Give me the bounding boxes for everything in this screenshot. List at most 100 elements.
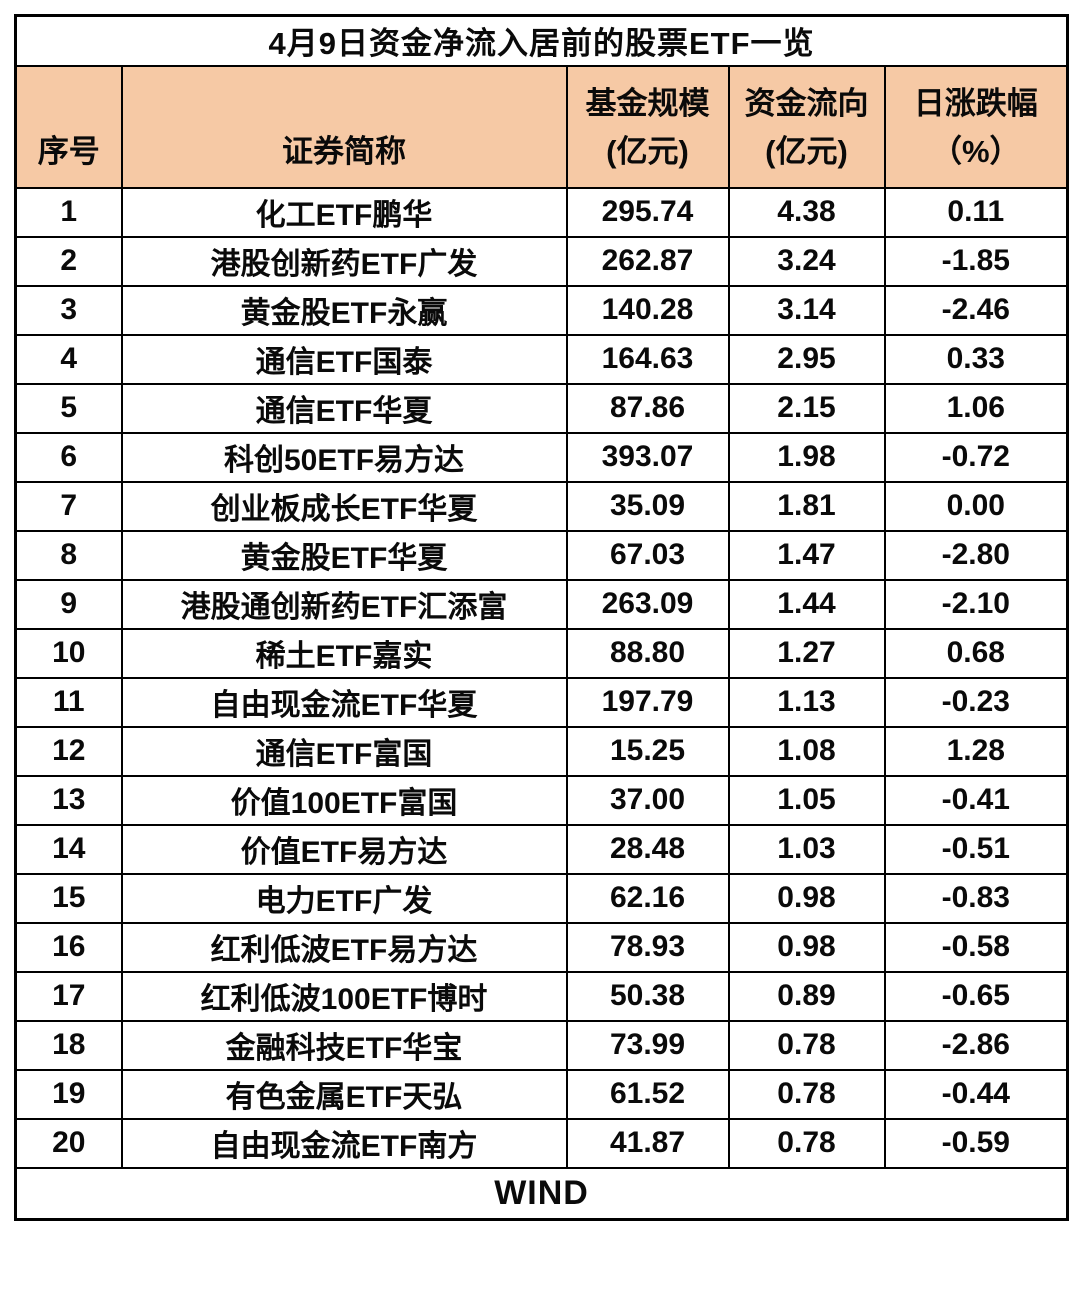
fund-scale: 295.74 [565, 186, 730, 238]
fund-flow: 3.24 [727, 235, 886, 287]
fund-flow: 0.78 [727, 1068, 886, 1120]
security-name: 价值100ETF富国 [120, 774, 568, 826]
row-no: 16 [14, 921, 123, 973]
security-name: 稀土ETF嘉实 [120, 627, 568, 679]
table-row: 1 化工ETF鹏华 295.74 4.38 0.11 [14, 186, 1069, 238]
row-no: 8 [14, 529, 123, 581]
table-title-row: 4月9日资金净流入居前的股票ETF一览 [14, 14, 1069, 67]
fund-flow: 1.13 [727, 676, 886, 728]
fund-scale: 197.79 [565, 676, 730, 728]
security-name: 化工ETF鹏华 [120, 186, 568, 238]
table-row: 4 通信ETF国泰 164.63 2.95 0.33 [14, 333, 1069, 385]
table-row: 12 通信ETF富国 15.25 1.08 1.28 [14, 725, 1069, 777]
table-row: 8 黄金股ETF华夏 67.03 1.47 -2.80 [14, 529, 1069, 581]
fund-flow: 0.98 [727, 872, 886, 924]
fund-scale: 28.48 [565, 823, 730, 875]
table-row: 15 电力ETF广发 62.16 0.98 -0.83 [14, 872, 1069, 924]
col-header-daily-change-line1: 日涨跌幅 [913, 86, 1038, 122]
row-no: 11 [14, 676, 123, 728]
daily-change: -2.46 [883, 284, 1069, 336]
row-no: 3 [14, 284, 123, 336]
security-name: 通信ETF富国 [120, 725, 568, 777]
daily-change: 0.00 [883, 480, 1069, 532]
table-row: 17 红利低波100ETF博时 50.38 0.89 -0.65 [14, 970, 1069, 1022]
row-no: 17 [14, 970, 123, 1022]
col-header-fund-flow: 资金流向 (亿元) [727, 64, 886, 189]
row-no: 2 [14, 235, 123, 287]
fund-flow: 2.95 [727, 333, 886, 385]
fund-scale: 87.86 [565, 382, 730, 434]
col-header-fund-scale-line1: 基金规模 [585, 86, 710, 122]
security-name: 价值ETF易方达 [120, 823, 568, 875]
security-name: 金融科技ETF华宝 [120, 1019, 568, 1071]
fund-flow: 0.78 [727, 1117, 886, 1169]
fund-flow: 0.89 [727, 970, 886, 1022]
fund-scale: 88.80 [565, 627, 730, 679]
security-name: 港股创新药ETF广发 [120, 235, 568, 287]
security-name: 红利低波ETF易方达 [120, 921, 568, 973]
security-name: 通信ETF国泰 [120, 333, 568, 385]
row-no: 20 [14, 1117, 123, 1169]
fund-scale: 41.87 [565, 1117, 730, 1169]
row-no: 13 [14, 774, 123, 826]
table-row: 5 通信ETF华夏 87.86 2.15 1.06 [14, 382, 1069, 434]
fund-flow: 0.78 [727, 1019, 886, 1071]
security-name: 自由现金流ETF南方 [120, 1117, 568, 1169]
table-row: 20 自由现金流ETF南方 41.87 0.78 -0.59 [14, 1117, 1069, 1169]
fund-flow: 2.15 [727, 382, 886, 434]
fund-scale: 15.25 [565, 725, 730, 777]
row-no: 9 [14, 578, 123, 630]
fund-flow: 1.08 [727, 725, 886, 777]
security-name: 红利低波100ETF博时 [120, 970, 568, 1022]
daily-change: -2.10 [883, 578, 1069, 630]
fund-flow: 1.81 [727, 480, 886, 532]
daily-change: 1.06 [883, 382, 1069, 434]
table-title: 4月9日资金净流入居前的股票ETF一览 [14, 14, 1069, 67]
fund-scale: 73.99 [565, 1019, 730, 1071]
security-name: 科创50ETF易方达 [120, 431, 568, 483]
daily-change: -0.59 [883, 1117, 1069, 1169]
fund-scale: 61.52 [565, 1068, 730, 1120]
daily-change: 1.28 [883, 725, 1069, 777]
row-no: 19 [14, 1068, 123, 1120]
table-row: 16 红利低波ETF易方达 78.93 0.98 -0.58 [14, 921, 1069, 973]
fund-scale: 263.09 [565, 578, 730, 630]
daily-change: -0.83 [883, 872, 1069, 924]
table-header-row: 序号 证券简称 基金规模 (亿元) 资金流向 (亿元) 日涨跌幅 （%） [14, 64, 1069, 189]
table-row: 2 港股创新药ETF广发 262.87 3.24 -1.85 [14, 235, 1069, 287]
col-header-no: 序号 [14, 64, 123, 189]
table-row: 3 黄金股ETF永赢 140.28 3.14 -2.46 [14, 284, 1069, 336]
security-name: 电力ETF广发 [120, 872, 568, 924]
table-row: 13 价值100ETF富国 37.00 1.05 -0.41 [14, 774, 1069, 826]
row-no: 6 [14, 431, 123, 483]
row-no: 1 [14, 186, 123, 238]
table-row: 10 稀土ETF嘉实 88.80 1.27 0.68 [14, 627, 1069, 679]
fund-scale: 164.63 [565, 333, 730, 385]
daily-change: -0.65 [883, 970, 1069, 1022]
col-header-fund-flow-line2: (亿元) [765, 134, 848, 170]
table-row: 19 有色金属ETF天弘 61.52 0.78 -0.44 [14, 1068, 1069, 1120]
daily-change: -2.80 [883, 529, 1069, 581]
row-no: 10 [14, 627, 123, 679]
table-row: 14 价值ETF易方达 28.48 1.03 -0.51 [14, 823, 1069, 875]
fund-scale: 50.38 [565, 970, 730, 1022]
fund-scale: 262.87 [565, 235, 730, 287]
col-header-fund-scale: 基金规模 (亿元) [565, 64, 730, 189]
fund-flow: 1.44 [727, 578, 886, 630]
fund-scale: 140.28 [565, 284, 730, 336]
daily-change: -2.86 [883, 1019, 1069, 1071]
table-row: 18 金融科技ETF华宝 73.99 0.78 -2.86 [14, 1019, 1069, 1071]
etf-net-inflow-table: 4月9日资金净流入居前的股票ETF一览 序号 证券简称 基金规模 (亿元) 资金… [14, 14, 1070, 1221]
daily-change: -0.58 [883, 921, 1069, 973]
row-no: 12 [14, 725, 123, 777]
col-header-fund-scale-line2: (亿元) [606, 134, 689, 170]
fund-flow: 0.98 [727, 921, 886, 973]
row-no: 15 [14, 872, 123, 924]
fund-scale: 67.03 [565, 529, 730, 581]
col-header-fund-flow-line1: 资金流向 [744, 86, 869, 122]
security-name: 创业板成长ETF华夏 [120, 480, 568, 532]
daily-change: -0.23 [883, 676, 1069, 728]
security-name: 自由现金流ETF华夏 [120, 676, 568, 728]
daily-change: -0.44 [883, 1068, 1069, 1120]
